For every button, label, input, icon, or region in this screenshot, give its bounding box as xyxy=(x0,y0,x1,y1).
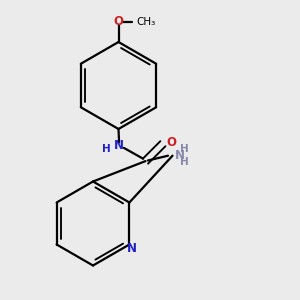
Text: O: O xyxy=(167,136,176,149)
Text: H: H xyxy=(180,144,189,154)
Text: N: N xyxy=(113,139,124,152)
Text: N: N xyxy=(175,149,184,162)
Text: N: N xyxy=(127,242,137,255)
Text: H: H xyxy=(102,143,111,154)
Text: H: H xyxy=(180,157,189,167)
Text: O: O xyxy=(113,15,124,28)
Text: CH₃: CH₃ xyxy=(136,16,155,27)
